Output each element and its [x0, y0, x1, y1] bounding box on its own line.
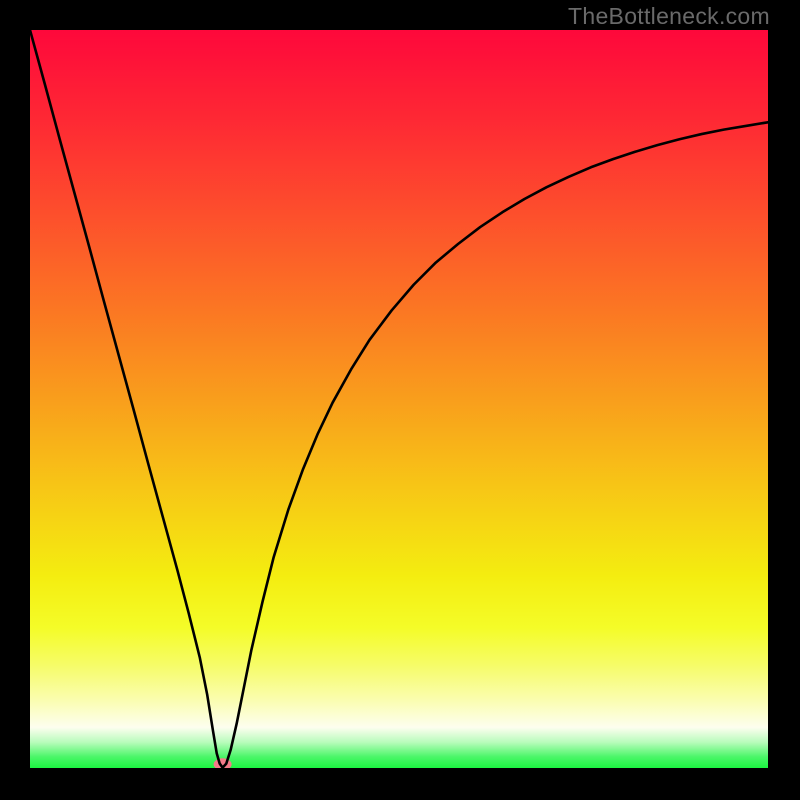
watermark-label: TheBottleneck.com — [568, 3, 770, 30]
chart-frame: TheBottleneck.com — [0, 0, 800, 800]
bottleneck-chart — [30, 30, 768, 768]
plot-area — [30, 30, 768, 768]
gradient-background — [30, 30, 768, 768]
